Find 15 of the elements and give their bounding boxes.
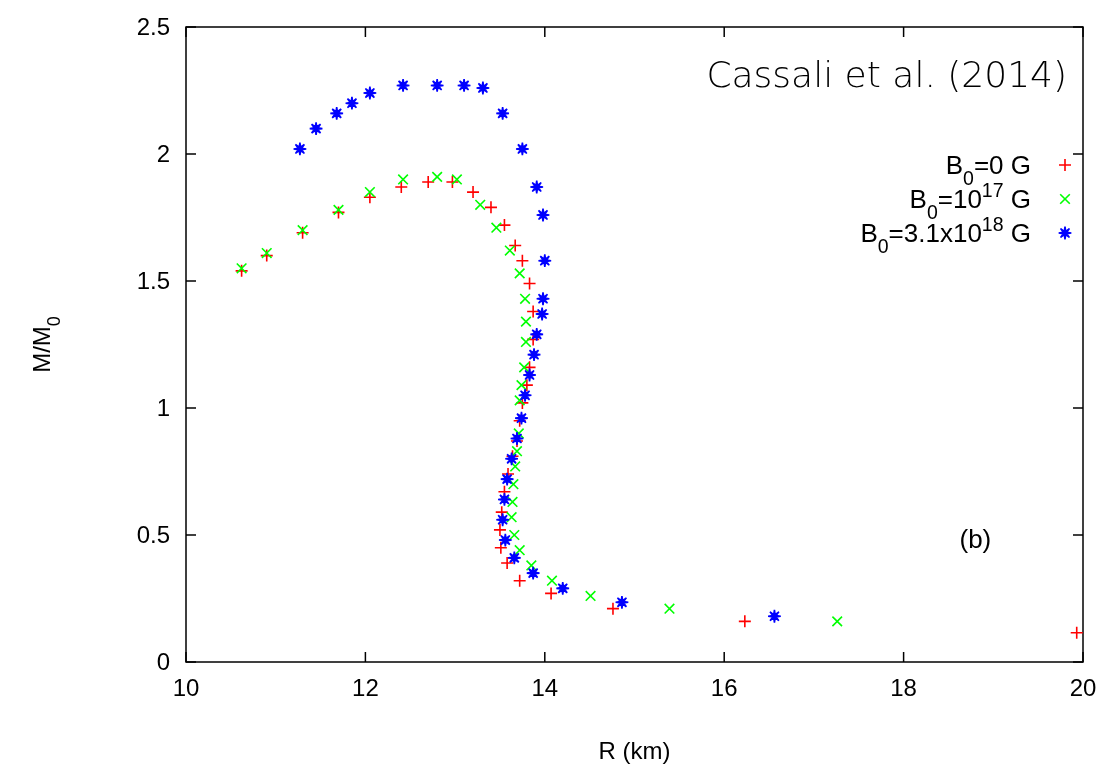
annotation: (b) [959, 523, 992, 554]
x-tick-label: 20 [1069, 674, 1097, 701]
x-tick-label: 14 [531, 674, 559, 701]
x-tick-label: 16 [710, 674, 738, 701]
x-axis-title: R (km) [598, 737, 671, 764]
y-tick-label: 2 [156, 140, 170, 167]
y-tick-label: 0 [156, 648, 170, 675]
x-tick-label: 10 [172, 674, 200, 701]
y-tick-label: 1.5 [136, 267, 170, 294]
annotation: Cassali et al. (2014) [706, 54, 1067, 95]
x-tick-label: 12 [352, 674, 379, 701]
y-tick-label: 2.5 [136, 13, 170, 40]
y-tick-label: 1 [156, 394, 170, 421]
x-tick-label: 18 [890, 674, 917, 701]
y-tick-label: 0.5 [136, 521, 170, 548]
